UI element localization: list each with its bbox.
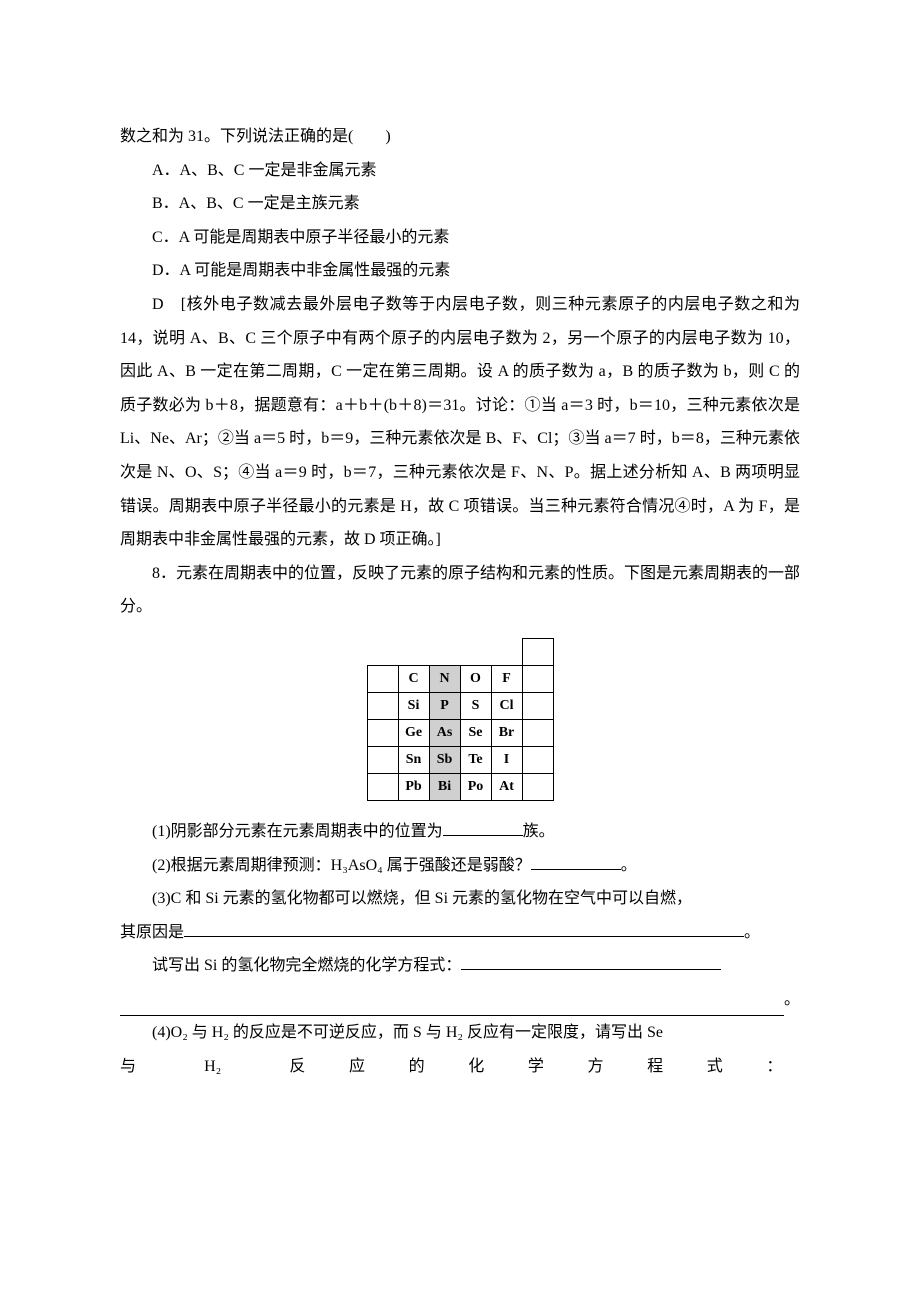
cell-5-0 (367, 773, 398, 800)
q8-sub4-line2: 与 H₂ 反应的化学方程式： (120, 1050, 800, 1084)
cell-3-4: Br (491, 719, 522, 746)
q8-sub1-post: 族。 (523, 823, 555, 840)
cell-4-5 (522, 746, 553, 773)
cell-2-0 (367, 692, 398, 719)
cell-2-3: S (460, 692, 491, 719)
cell-1-2: N (429, 665, 460, 692)
cell-0-1 (398, 638, 429, 665)
cell-1-3: O (460, 665, 491, 692)
cell-2-5 (522, 692, 553, 719)
cell-5-4: At (491, 773, 522, 800)
blank-sub2 (531, 853, 621, 870)
cell-3-1: Ge (398, 719, 429, 746)
cell-5-2: Bi (429, 773, 460, 800)
blank-sub3-eq1 (461, 953, 721, 970)
q8-sub3-blankline-end: 。 (784, 983, 800, 1017)
cell-1-1: C (398, 665, 429, 692)
cell-5-5 (522, 773, 553, 800)
cell-1-4: F (491, 665, 522, 692)
cell-0-4 (491, 638, 522, 665)
cell-5-3: Po (460, 773, 491, 800)
q8-sub4-line2-rest: 反应的化学方程式： (289, 1058, 800, 1075)
cell-0-5 (522, 638, 553, 665)
blank-sub3-eq2 (120, 999, 784, 1016)
q8-sub3-line2: 其原因是 。 (120, 916, 800, 950)
q8-sub2: (2)根据元素周期律预测：H₃AsO₄ 属于强酸还是弱酸？ 。 (120, 849, 800, 883)
q8-sub1-pre: (1)阴影部分元素在元素周期表中的位置为 (152, 823, 443, 840)
cell-4-1: Sn (398, 746, 429, 773)
blank-sub3-reason (184, 920, 744, 937)
periodic-table: C N O F Si P S Cl Ge As Se Br (367, 638, 554, 801)
cell-0-2 (429, 638, 460, 665)
cell-0-3 (460, 638, 491, 665)
q7-option-c: C．A 可能是周期表中原子半径最小的元素 (120, 221, 800, 255)
cell-3-3: Se (460, 719, 491, 746)
cell-3-5 (522, 719, 553, 746)
q7-explanation: D [核外电子数减去最外层电子数等于内层电子数，则三种元素原子的内层电子数之和为… (120, 288, 800, 557)
cell-4-0 (367, 746, 398, 773)
periodic-table-fragment: C N O F Si P S Cl Ge As Se Br (120, 638, 800, 801)
q8-stem: 8．元素在周期表中的位置，反映了元素的原子结构和元素的性质。下图是元素周期表的一… (120, 557, 800, 624)
q8-sub3-line2-post: 。 (744, 924, 760, 941)
cell-4-2: Sb (429, 746, 460, 773)
q8-sub2-post: 。 (621, 857, 637, 874)
q7-option-a: A．A、B、C 一定是非金属元素 (120, 154, 800, 188)
cell-1-5 (522, 665, 553, 692)
q8-sub3-line3-pre: 试写出 Si 的氢化物完全燃烧的化学方程式： (152, 957, 461, 974)
cell-4-3: Te (460, 746, 491, 773)
cell-2-1: Si (398, 692, 429, 719)
q8-sub4-line1: (4)O₂ 与 H₂ 的反应是不可逆反应，而 S 与 H₂ 反应有一定限度，请写… (120, 1016, 800, 1050)
q8-sub4-line2-pre: 与 (120, 1058, 162, 1075)
q7-stem-tail: 数之和为 31。下列说法正确的是( ) (120, 120, 800, 154)
cell-2-4: Cl (491, 692, 522, 719)
q7-option-b: B．A、B、C 一定是主族元素 (120, 187, 800, 221)
cell-2-2: P (429, 692, 460, 719)
q7-answer-letter: D (152, 296, 164, 313)
q7-option-d: D．A 可能是周期表中非金属性最强的元素 (120, 254, 800, 288)
cell-0-0 (367, 638, 398, 665)
q7-explanation-text: [核外电子数减去最外层电子数等于内层电子数，则三种元素原子的内层电子数之和为 1… (120, 296, 800, 548)
q8-sub2-pre: (2)根据元素周期律预测：H₃AsO₄ 属于强酸还是弱酸？ (152, 857, 531, 874)
q8-sub4-h2: H₂ (204, 1058, 221, 1075)
q8-sub3-line3: 试写出 Si 的氢化物完全燃烧的化学方程式： (120, 949, 800, 983)
q8-sub3-line2-pre: 其原因是 (120, 924, 184, 941)
blank-sub1 (443, 819, 523, 836)
cell-4-4: I (491, 746, 522, 773)
cell-3-2: As (429, 719, 460, 746)
q8-sub3-line1: (3)C 和 Si 元素的氢化物都可以燃烧，但 Si 元素的氢化物在空气中可以自… (120, 882, 800, 916)
cell-1-0 (367, 665, 398, 692)
cell-5-1: Pb (398, 773, 429, 800)
q8-sub3-blankline: 。 (120, 983, 800, 1017)
cell-3-0 (367, 719, 398, 746)
q8-sub1: (1)阴影部分元素在元素周期表中的位置为 族。 (120, 815, 800, 849)
